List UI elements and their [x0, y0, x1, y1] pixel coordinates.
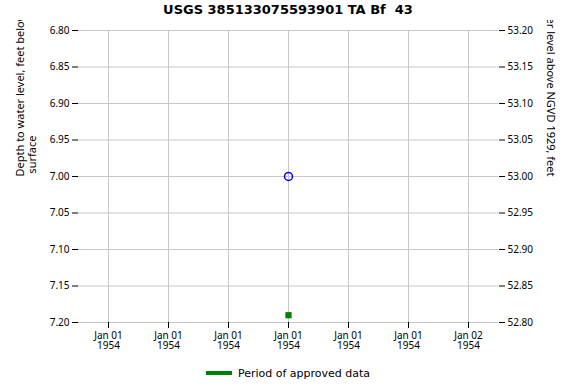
- svg-text:6.85: 6.85: [50, 59, 70, 73]
- svg-text:Groundwater level above NGVD 1: Groundwater level above NGVD 1929, feet: [544, 20, 559, 177]
- svg-text:7.00: 7.00: [50, 169, 70, 183]
- svg-text:Jan 011954: Jan 011954: [213, 328, 243, 352]
- svg-text:53.10: 53.10: [508, 96, 534, 110]
- svg-text:7.05: 7.05: [50, 205, 70, 219]
- svg-text:Depth to water level, feet bel: Depth to water level, feet below land su…: [12, 20, 39, 177]
- svg-text:Jan 011954: Jan 011954: [93, 328, 123, 352]
- svg-text:53.05: 53.05: [508, 132, 534, 146]
- svg-text:53.20: 53.20: [508, 23, 534, 37]
- svg-text:52.90: 52.90: [508, 242, 534, 256]
- svg-text:7.20: 7.20: [50, 315, 70, 329]
- svg-text:53.00: 53.00: [508, 169, 534, 183]
- svg-text:Jan 011954: Jan 011954: [393, 328, 423, 352]
- svg-text:Jan 011954: Jan 011954: [153, 328, 183, 352]
- svg-text:52.80: 52.80: [508, 315, 534, 329]
- svg-text:53.15: 53.15: [508, 59, 534, 73]
- svg-text:6.90: 6.90: [50, 96, 70, 110]
- svg-text:6.80: 6.80: [50, 23, 70, 37]
- svg-text:Jan 011954: Jan 011954: [333, 328, 363, 352]
- svg-text:7.10: 7.10: [50, 242, 70, 256]
- svg-text:Jan 011954: Jan 011954: [273, 328, 303, 352]
- svg-text:52.85: 52.85: [508, 278, 534, 292]
- svg-text:Jan 021954: Jan 021954: [453, 328, 483, 352]
- svg-text:7.15: 7.15: [50, 278, 70, 292]
- html-text:USGS 385133075593901 TA Bf 43: USGS 385133075593901 TA Bf 43: [163, 2, 413, 17]
- html-text:Period of approved data: Period of approved data: [237, 366, 371, 380]
- svg-text:52.95: 52.95: [508, 205, 534, 219]
- svg-text:6.95: 6.95: [50, 132, 70, 146]
